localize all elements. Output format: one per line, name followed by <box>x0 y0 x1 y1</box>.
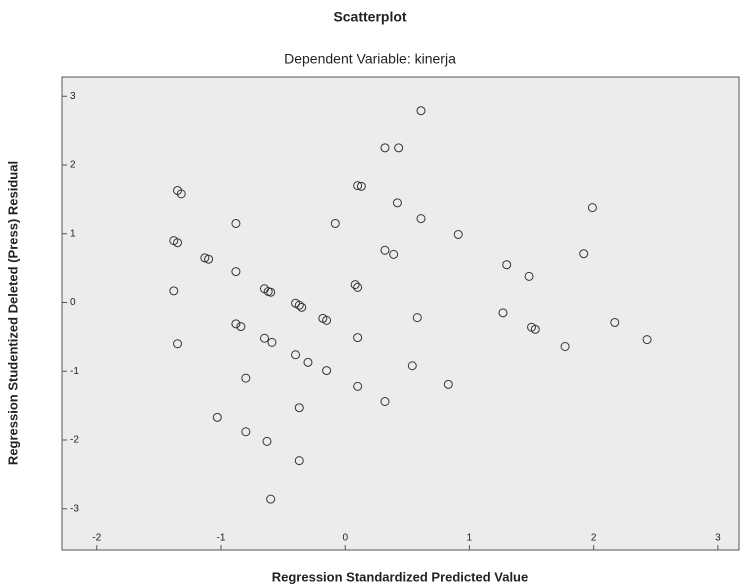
x-tick-label: 0 <box>342 533 348 544</box>
chart-subtitle: Dependent Variable: kinerja <box>284 51 456 67</box>
y-tick-label: 1 <box>70 228 76 239</box>
y-tick-label: 2 <box>70 160 76 171</box>
y-tick-label: -2 <box>70 435 79 446</box>
x-axis-label: Regression Standardized Predicted Value <box>272 569 528 584</box>
x-tick-label: 2 <box>591 533 597 544</box>
y-tick-label: -1 <box>70 366 79 377</box>
x-tick-label: -1 <box>217 533 226 544</box>
chart: Scatterplot Dependent Variable: kinerja … <box>0 0 740 587</box>
chart-title: Scatterplot <box>333 9 406 25</box>
x-tick-label: 1 <box>467 533 473 544</box>
y-axis-label: Regression Studentized Deleted (Press) R… <box>5 161 20 465</box>
y-tick-label: -3 <box>70 503 79 514</box>
y-tick-label: 3 <box>70 91 76 102</box>
plot-area <box>62 77 739 550</box>
x-tick-label: 3 <box>715 533 721 544</box>
y-tick-label: 0 <box>70 297 76 308</box>
x-tick-label: -2 <box>92 533 101 544</box>
